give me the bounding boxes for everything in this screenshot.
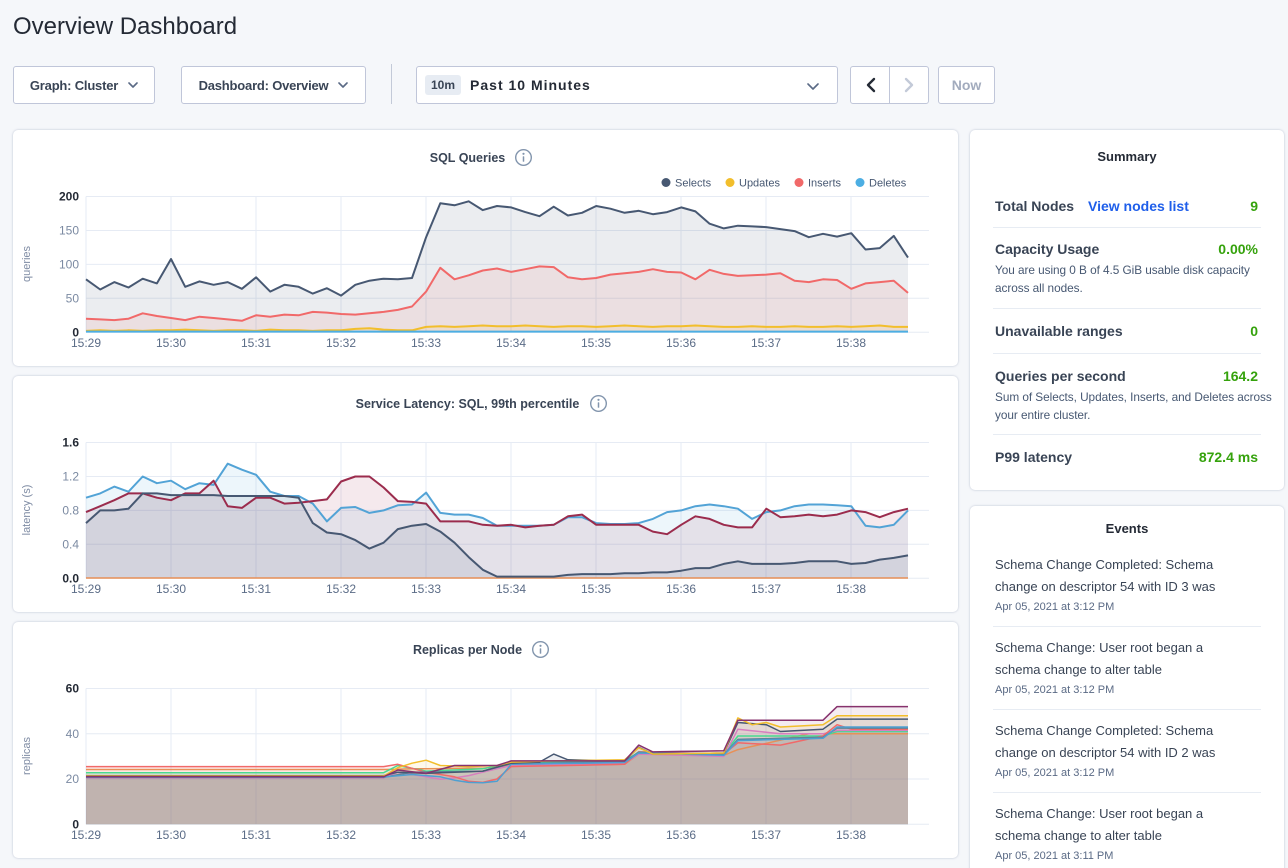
svg-text:15:36: 15:36 bbox=[666, 828, 696, 842]
svg-text:1.2: 1.2 bbox=[62, 470, 79, 484]
svg-text:latency (s): latency (s) bbox=[21, 485, 33, 536]
svg-text:15:35: 15:35 bbox=[581, 828, 611, 842]
svg-text:15:34: 15:34 bbox=[496, 828, 526, 842]
svg-text:100: 100 bbox=[59, 257, 79, 271]
svg-text:15:31: 15:31 bbox=[241, 582, 271, 596]
svg-text:60: 60 bbox=[66, 682, 80, 696]
svg-text:15:33: 15:33 bbox=[411, 582, 441, 596]
svg-text:15:31: 15:31 bbox=[241, 336, 271, 350]
svg-text:15:38: 15:38 bbox=[836, 828, 866, 842]
svg-text:150: 150 bbox=[59, 224, 79, 238]
svg-text:15:29: 15:29 bbox=[71, 582, 101, 596]
svg-text:15:36: 15:36 bbox=[666, 582, 696, 596]
svg-text:15:35: 15:35 bbox=[581, 336, 611, 350]
svg-text:15:38: 15:38 bbox=[836, 336, 866, 350]
svg-text:15:34: 15:34 bbox=[496, 336, 526, 350]
svg-text:SQL Queries: SQL Queries bbox=[430, 151, 506, 165]
svg-text:Deletes: Deletes bbox=[869, 178, 907, 190]
svg-text:15:37: 15:37 bbox=[751, 336, 781, 350]
svg-text:15:29: 15:29 bbox=[71, 336, 101, 350]
svg-text:15:30: 15:30 bbox=[156, 336, 186, 350]
svg-text:15:32: 15:32 bbox=[326, 828, 356, 842]
svg-text:0.0: 0.0 bbox=[62, 571, 79, 585]
svg-text:15:33: 15:33 bbox=[411, 828, 441, 842]
svg-text:15:38: 15:38 bbox=[836, 582, 866, 596]
svg-text:40: 40 bbox=[66, 727, 80, 741]
svg-text:15:36: 15:36 bbox=[666, 336, 696, 350]
svg-text:Selects: Selects bbox=[675, 178, 712, 190]
svg-text:15:31: 15:31 bbox=[241, 828, 271, 842]
svg-text:queries: queries bbox=[21, 245, 33, 282]
svg-text:200: 200 bbox=[59, 190, 79, 204]
svg-text:0.4: 0.4 bbox=[62, 537, 79, 551]
svg-text:0: 0 bbox=[72, 817, 79, 831]
svg-text:0.8: 0.8 bbox=[62, 503, 79, 517]
svg-text:15:33: 15:33 bbox=[411, 336, 441, 350]
svg-text:Service Latency: SQL, 99th per: Service Latency: SQL, 99th percentile bbox=[356, 397, 580, 411]
svg-text:15:35: 15:35 bbox=[581, 582, 611, 596]
svg-text:15:34: 15:34 bbox=[496, 582, 526, 596]
svg-text:0: 0 bbox=[72, 325, 79, 339]
svg-text:1.6: 1.6 bbox=[62, 436, 79, 450]
svg-text:Updates: Updates bbox=[739, 178, 780, 190]
svg-text:15:32: 15:32 bbox=[326, 336, 356, 350]
svg-text:replicas: replicas bbox=[21, 737, 33, 775]
svg-text:20: 20 bbox=[66, 772, 80, 786]
svg-text:15:30: 15:30 bbox=[156, 828, 186, 842]
svg-text:15:30: 15:30 bbox=[156, 582, 186, 596]
svg-text:15:37: 15:37 bbox=[751, 582, 781, 596]
svg-text:Inserts: Inserts bbox=[808, 178, 842, 190]
svg-text:50: 50 bbox=[66, 291, 80, 305]
svg-text:15:29: 15:29 bbox=[71, 828, 101, 842]
svg-text:15:32: 15:32 bbox=[326, 582, 356, 596]
svg-text:15:37: 15:37 bbox=[751, 828, 781, 842]
svg-text:Replicas per Node: Replicas per Node bbox=[413, 643, 522, 657]
